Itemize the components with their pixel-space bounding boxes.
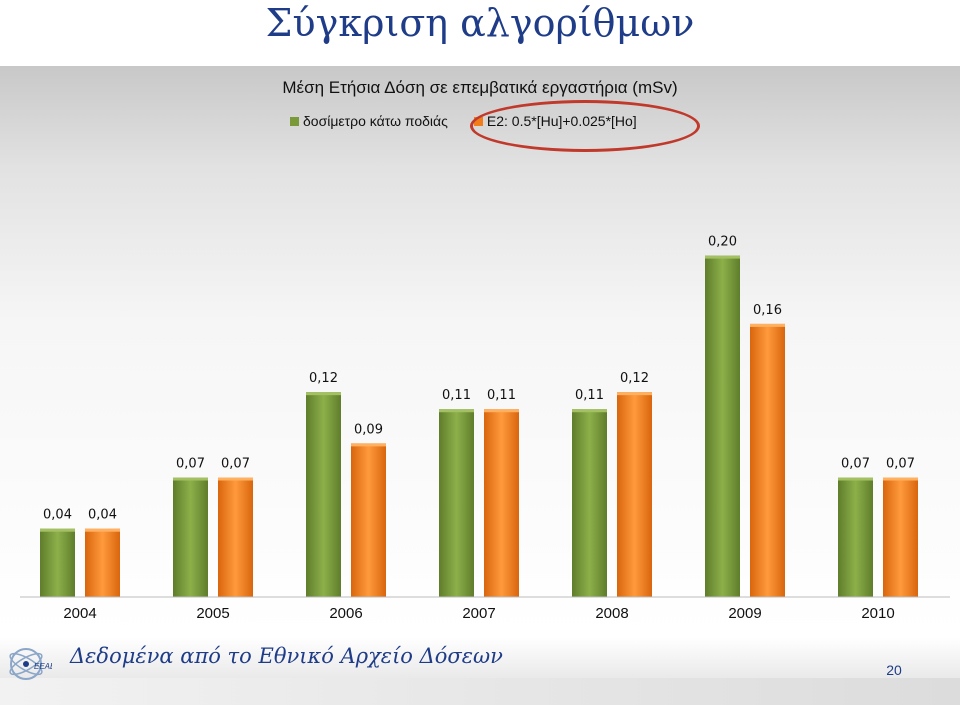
page-number: 20 [886, 662, 902, 678]
data-label-orange-2004: 0,04 [88, 508, 117, 523]
bar-orange-2006 [351, 443, 386, 597]
data-source-note: Δεδομένα από το Εθνικό Αρχείο Δόσεων [70, 644, 503, 668]
data-label-orange-2010: 0,07 [886, 457, 915, 472]
data-label-green-2008: 0,11 [575, 388, 604, 403]
legend-label-green: δοσίμετρο κάτω ποδιάς [303, 113, 448, 129]
footer-bar [0, 637, 960, 679]
data-label-green-2004: 0,04 [43, 508, 72, 523]
bar-orange-2008 [617, 392, 652, 597]
bar-top-orange-2006 [351, 443, 386, 447]
bar-orange-2005 [218, 477, 253, 597]
legend-swatch-green [290, 116, 299, 126]
x-tick-2010: 2010 [861, 605, 894, 622]
bar-green-2004 [40, 528, 75, 597]
data-label-green-2007: 0,11 [442, 388, 471, 403]
x-tick-2008: 2008 [595, 605, 628, 622]
slide-title: Σύγκριση αλγορίθμων [265, 1, 695, 45]
chart-title: Μέση Ετήσια Δόση σε επεμβατικά εργαστήρι… [282, 78, 678, 97]
data-label-green-2005: 0,07 [176, 457, 205, 472]
bar-green-2010 [838, 477, 873, 597]
bar-green-2008 [572, 409, 607, 597]
data-label-green-2010: 0,07 [841, 457, 870, 472]
bar-orange-2010 [883, 477, 918, 597]
data-label-orange-2005: 0,07 [221, 457, 250, 472]
highlight-ellipse [470, 100, 700, 152]
data-label-orange-2007: 0,11 [487, 388, 516, 403]
bar-top-green-2007 [439, 409, 474, 413]
bar-top-green-2010 [838, 477, 873, 481]
bar-top-green-2009 [705, 255, 740, 259]
bar-green-2009 [705, 255, 740, 597]
bar-top-green-2008 [572, 409, 607, 413]
x-tick-2007: 2007 [462, 605, 495, 622]
x-tick-2009: 2009 [728, 605, 761, 622]
logo-text: ΕΕΑΕ [34, 662, 52, 671]
x-tick-2005: 2005 [196, 605, 229, 622]
eeae-logo: ΕΕΑΕ [9, 648, 52, 680]
legend-item-green: δοσίμετρο κάτω ποδιάς [290, 113, 448, 129]
x-tick-2006: 2006 [329, 605, 362, 622]
data-label-orange-2009: 0,16 [753, 303, 782, 318]
data-label-green-2009: 0,20 [708, 235, 737, 250]
bar-top-orange-2010 [883, 477, 918, 481]
data-label-orange-2008: 0,12 [620, 371, 649, 386]
bar-orange-2007 [484, 409, 519, 597]
bar-top-green-2006 [306, 392, 341, 396]
bar-top-orange-2007 [484, 409, 519, 413]
bar-top-orange-2004 [85, 528, 120, 532]
chart-area [0, 66, 960, 634]
bar-orange-2009 [750, 323, 785, 597]
bar-top-orange-2008 [617, 392, 652, 396]
bar-top-green-2004 [40, 528, 75, 532]
bar-green-2007 [439, 409, 474, 597]
data-label-orange-2006: 0,09 [354, 422, 383, 437]
bar-green-2006 [306, 392, 341, 597]
footer-stripe [0, 678, 960, 705]
bar-orange-2004 [85, 528, 120, 597]
bar-top-green-2005 [173, 477, 208, 481]
bar-green-2005 [173, 477, 208, 597]
data-label-green-2006: 0,12 [309, 371, 338, 386]
bar-top-orange-2009 [750, 323, 785, 327]
x-tick-2004: 2004 [63, 605, 96, 622]
bar-top-orange-2005 [218, 477, 253, 481]
